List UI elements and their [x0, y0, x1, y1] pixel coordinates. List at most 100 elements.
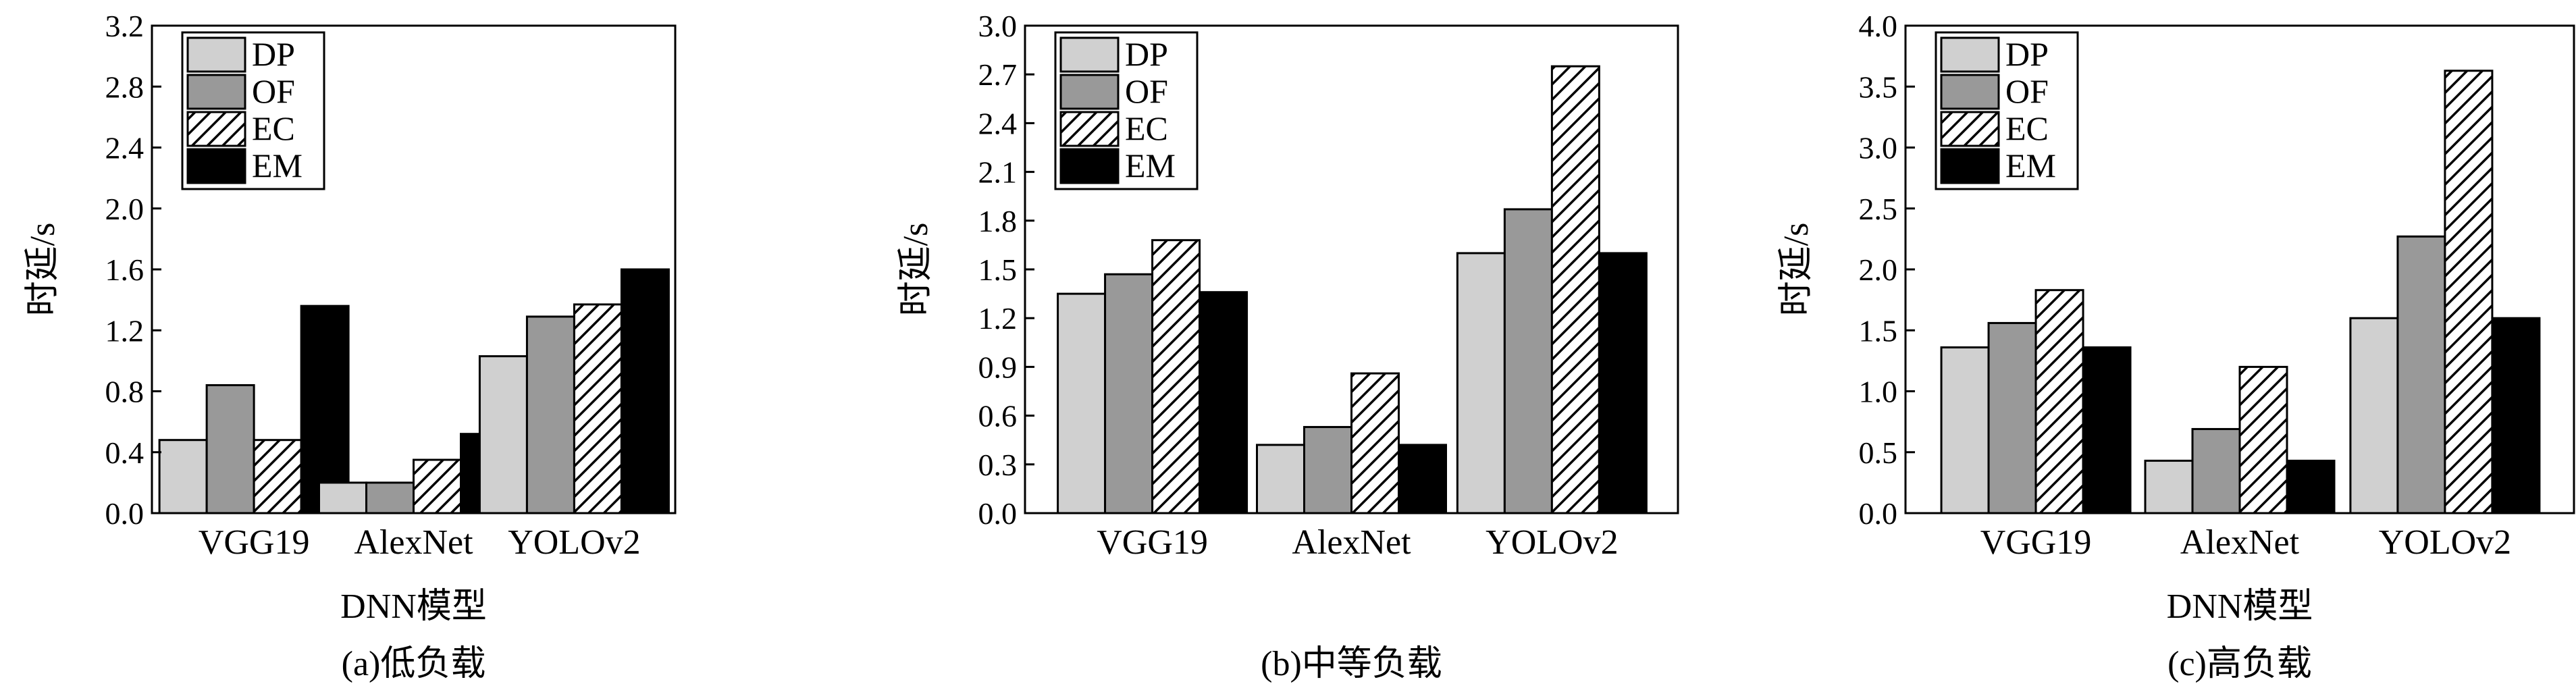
- panel-caption: (a)低负载: [342, 645, 486, 683]
- bar-em-vgg19: [1199, 291, 1248, 514]
- legend-swatch-em: [1940, 148, 2000, 184]
- bar-ec-alexnet: [1350, 372, 1400, 514]
- bar-dp-vgg19: [1057, 292, 1107, 514]
- bar-ec-vgg19: [1151, 239, 1201, 514]
- x-tick-label: YOLOv2: [508, 523, 640, 562]
- legend-label-ec: EC: [2005, 109, 2049, 147]
- legend-label-em: EM: [1125, 147, 1176, 184]
- y-tick-label: 3.5: [1859, 70, 1898, 104]
- y-axis-label: 时延/s: [1777, 223, 1816, 317]
- bar-of-yolov2: [525, 315, 575, 514]
- y-tick-label: 1.2: [978, 301, 1018, 336]
- legend-label-of: OF: [252, 72, 295, 110]
- bar-of-vgg19: [1987, 321, 2037, 514]
- x-tick-label: VGG19: [1097, 523, 1208, 562]
- bar-of-vgg19: [205, 383, 255, 514]
- legend-swatch-em: [186, 148, 246, 184]
- panel-caption: (b)中等负载: [1261, 645, 1442, 683]
- bar-dp-vgg19: [158, 439, 208, 514]
- y-tick-label: 1.5: [978, 253, 1018, 287]
- y-tick-label: 1.2: [105, 313, 144, 348]
- legend-label-of: OF: [1125, 72, 1168, 110]
- x-axis-label: DNN模型: [2167, 587, 2313, 626]
- legend-label-dp: DP: [1125, 35, 1168, 73]
- legend-label-dp: DP: [252, 35, 295, 73]
- legend-label-em: EM: [2005, 147, 2056, 184]
- y-tick-label: 1.0: [1859, 375, 1898, 409]
- y-axis-label: 时延/s: [24, 223, 62, 317]
- bar-of-alexnet: [365, 481, 415, 514]
- y-tick-label: 0.9: [978, 350, 1018, 384]
- bar-dp-yolov2: [478, 355, 528, 514]
- x-axis-label: DNN模型: [340, 587, 487, 626]
- bar-ec-yolov2: [1550, 65, 1600, 514]
- x-tick-label: VGG19: [1980, 523, 2092, 562]
- y-tick-label: 2.1: [978, 155, 1018, 190]
- bar-em-vgg19: [300, 305, 350, 514]
- legend-swatch-dp: [1940, 36, 2000, 73]
- y-tick-label: 2.7: [978, 57, 1018, 92]
- chart-panel-3: VGG19 AlexNet YOLOv2 0.0 0.5 1.0 1.5 2.0 2.5 3.0 3…: [1777, 9, 2575, 683]
- bar-ec-vgg19: [2034, 289, 2084, 514]
- bar-of-alexnet: [1303, 425, 1352, 514]
- bar-of-vgg19: [1104, 273, 1154, 514]
- legend-label-dp: DP: [2005, 35, 2049, 73]
- x-tick-label: YOLOv2: [1486, 523, 1618, 562]
- y-tick-label: 0.3: [978, 448, 1018, 482]
- legend-label-em: EM: [252, 147, 303, 184]
- legend-swatch-of: [1940, 74, 2000, 110]
- legend-swatch-em: [1059, 148, 1120, 184]
- legend-label-of: OF: [2005, 72, 2049, 110]
- legend-swatch-of: [1059, 74, 1120, 110]
- y-tick-label: 1.5: [1859, 313, 1898, 348]
- bar-ec-alexnet: [2238, 365, 2288, 514]
- bar-em-yolov2: [2491, 317, 2541, 514]
- y-tick-label: 2.0: [105, 192, 144, 226]
- y-tick-label: 1.6: [105, 253, 144, 287]
- bar-ec-vgg19: [253, 439, 303, 514]
- legend-label-ec: EC: [252, 109, 295, 147]
- bar-dp-alexnet: [318, 481, 367, 514]
- bar-of-yolov2: [1503, 208, 1553, 514]
- y-tick-label: 1.8: [978, 204, 1018, 238]
- y-tick-label: 3.2: [105, 9, 144, 43]
- x-tick-label: YOLOv2: [2379, 523, 2511, 562]
- bar-dp-alexnet: [1256, 444, 1305, 514]
- legend-swatch-ec: [186, 111, 246, 147]
- bar-em-yolov2: [1598, 252, 1648, 514]
- bar-ec-alexnet: [413, 458, 462, 514]
- bar-dp-yolov2: [2349, 317, 2399, 514]
- chart-panel-2: VGG19 AlexNet YOLOv2 0.0 0.3 0.6 0.9 1.2 1.5 1.8 2…: [897, 9, 1679, 683]
- y-tick-label: 0.8: [105, 375, 144, 409]
- legend-label-ec: EC: [1125, 109, 1168, 147]
- x-tick-label: AlexNet: [1292, 523, 1411, 562]
- legend-swatch-ec: [1059, 111, 1120, 147]
- x-tick-label: AlexNet: [354, 523, 473, 562]
- y-tick-label: 0.0: [105, 496, 144, 531]
- legend-swatch-of: [186, 74, 246, 110]
- bar-ec-yolov2: [2444, 70, 2494, 514]
- y-tick-label: 0.0: [978, 496, 1018, 531]
- bar-em-vgg19: [2082, 346, 2132, 514]
- y-tick-label: 2.4: [978, 106, 1018, 140]
- legend-swatch-dp: [186, 36, 246, 73]
- bar-of-yolov2: [2396, 235, 2446, 514]
- x-tick-label: VGG19: [199, 523, 310, 562]
- y-tick-label: 2.8: [105, 70, 144, 104]
- y-tick-label: 2.4: [105, 131, 144, 165]
- bar-em-alexnet: [2286, 459, 2336, 514]
- x-tick-label: AlexNet: [2180, 523, 2300, 562]
- y-tick-label: 3.0: [978, 9, 1018, 43]
- y-tick-label: 2.5: [1859, 192, 1898, 226]
- bar-em-alexnet: [1398, 444, 1447, 514]
- y-tick-label: 0.0: [1859, 496, 1898, 531]
- bar-dp-vgg19: [1940, 346, 1990, 514]
- y-tick-label: 0.5: [1859, 435, 1898, 470]
- y-tick-label: 4.0: [1859, 9, 1898, 43]
- bar-em-yolov2: [620, 268, 670, 514]
- chart-panel-1: VGG19 AlexNet YOLOv2 0.0 0.4 0.8 1.2 1.6 2.0 2.4 2…: [24, 9, 677, 683]
- panel-caption: (c)高负载: [2167, 645, 2312, 683]
- legend-swatch-ec: [1940, 111, 2000, 147]
